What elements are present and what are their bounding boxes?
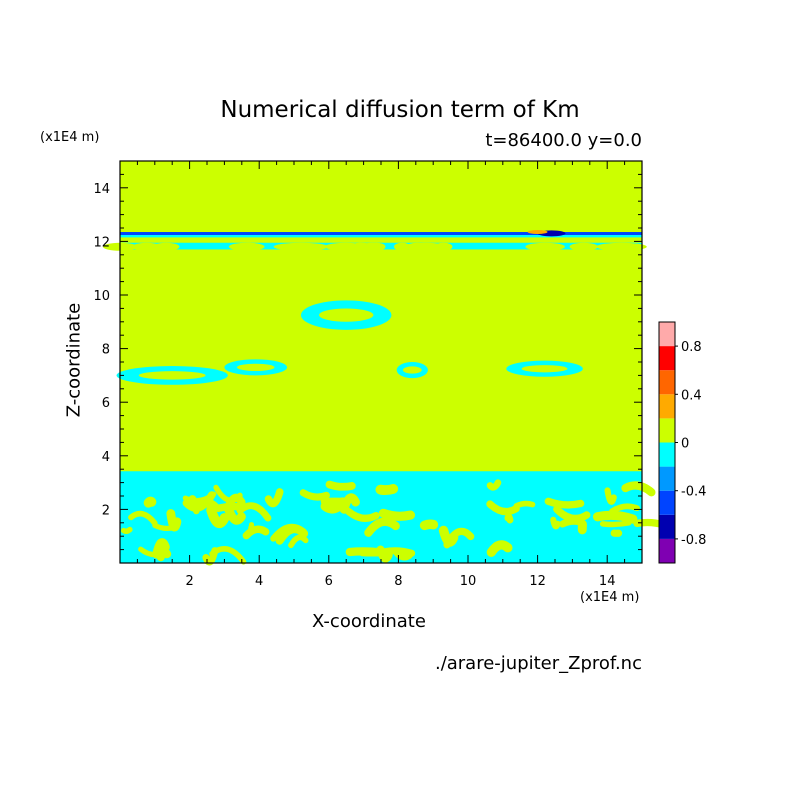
positive-streak — [152, 242, 180, 251]
chart-subtitle: t=86400.0 y=0.0 — [485, 130, 642, 151]
positive-streak — [375, 484, 399, 496]
positive-streak — [367, 242, 386, 251]
y-tick-label: 6 — [102, 396, 110, 411]
colorbar-tick-label: 0.8 — [681, 340, 702, 355]
positive-streak — [324, 242, 367, 251]
positive-streak — [143, 496, 157, 508]
colorbar-segment — [659, 466, 675, 491]
positive-streak — [132, 242, 161, 251]
colorbar-segment — [659, 490, 675, 515]
positive-streak — [393, 550, 413, 561]
y-tick-label: 8 — [102, 343, 110, 358]
positive-streak — [621, 481, 656, 497]
colorbar-tick-label: 0.4 — [681, 388, 702, 403]
colorbar-tick-label: -0.4 — [681, 485, 706, 500]
positive-streak — [138, 546, 166, 558]
colorbar-segment — [659, 346, 675, 371]
positive-streak — [486, 479, 502, 491]
positive-streak — [599, 520, 632, 528]
x-tick-label: 10 — [460, 574, 477, 589]
positive-streak — [486, 500, 520, 516]
x-tick-label: 8 — [394, 574, 402, 589]
x-axis-unit: (x1E4 m) — [580, 590, 640, 605]
positive-streak — [486, 540, 513, 557]
positive-streak — [152, 538, 170, 559]
positive-streak — [604, 487, 617, 505]
x-tick-label: 6 — [325, 574, 333, 589]
positive-streak — [152, 522, 178, 532]
y-axis-unit: (x1E4 m) — [40, 130, 100, 145]
positive-streak — [553, 505, 591, 523]
y-tick-label: 14 — [93, 182, 110, 197]
positive-core — [402, 366, 422, 374]
x-tick-label: 2 — [185, 574, 193, 589]
positive-streak — [376, 545, 393, 563]
positive-streak — [228, 242, 265, 251]
positive-streak — [264, 488, 284, 508]
positive-streak — [275, 525, 309, 545]
positive-streak — [120, 526, 133, 534]
colorbar-segment — [659, 418, 675, 443]
positive-streak — [344, 507, 380, 522]
positive-streak — [224, 506, 246, 525]
positive-streak — [609, 503, 640, 515]
colorbar-tick-label: -0.8 — [681, 533, 706, 548]
positive-streak — [299, 489, 330, 501]
colorbar-segment — [659, 370, 675, 395]
positive-streak — [513, 500, 536, 509]
positive-streak — [128, 510, 158, 527]
positive-streak — [236, 502, 272, 522]
positive-streak — [550, 516, 561, 530]
positive-streak — [525, 242, 565, 251]
positive-streak — [186, 495, 200, 515]
positive-streak — [378, 508, 416, 521]
positive-streak — [419, 519, 439, 531]
positive-streak — [434, 242, 453, 251]
positive-streak — [527, 230, 548, 235]
positive-streak — [206, 505, 230, 528]
y-tick-label: 2 — [102, 503, 110, 518]
positive-core — [521, 365, 568, 373]
y-tick-label: 12 — [93, 235, 110, 250]
positive-streak — [592, 510, 638, 524]
positive-streak — [596, 242, 647, 251]
colorbar-segment — [659, 442, 675, 467]
positive-streak — [120, 237, 642, 243]
positive-streak — [504, 513, 514, 524]
positive-core — [236, 363, 275, 371]
colorbar-segment — [659, 538, 675, 563]
x-tick-label: 4 — [255, 574, 263, 589]
y-tick-label: 10 — [93, 289, 110, 304]
x-tick-label: 14 — [599, 574, 616, 589]
negative-streak — [120, 232, 642, 236]
positive-core — [138, 371, 206, 380]
positive-streak — [438, 525, 459, 547]
colorbar-tick-label: 0 — [681, 437, 689, 452]
positive-streak — [394, 242, 411, 251]
positive-streak — [339, 493, 360, 514]
positive-streak — [569, 242, 598, 251]
positive-streak — [223, 493, 246, 513]
positive-streak — [325, 480, 356, 491]
x-tick-label: 12 — [529, 574, 546, 589]
y-tick-label: 4 — [102, 450, 110, 465]
positive-streak — [288, 534, 309, 549]
positive-streak — [544, 497, 585, 509]
colorbar-segment — [659, 322, 675, 347]
positive-streak — [273, 242, 329, 251]
colorbar-segment — [659, 514, 675, 539]
chart-title: Numerical diffusion term of Km — [220, 97, 580, 123]
source-filename: ./arare-jupiter_Zprof.nc — [434, 653, 642, 674]
colorbar-segment — [659, 394, 675, 419]
positive-streak — [242, 525, 270, 540]
positive-streak — [364, 517, 400, 537]
x-axis-label: X-coordinate — [312, 611, 426, 632]
positive-core — [319, 308, 374, 322]
